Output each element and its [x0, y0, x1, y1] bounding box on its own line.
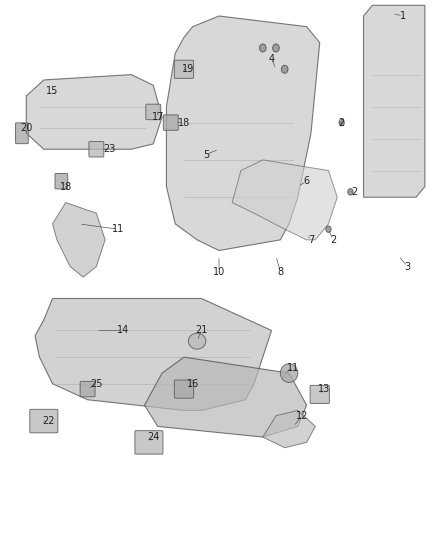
Text: 18: 18 — [60, 182, 72, 191]
Polygon shape — [232, 160, 337, 240]
Text: 6: 6 — [304, 176, 310, 186]
Text: 11: 11 — [287, 363, 300, 373]
Text: 4: 4 — [268, 54, 275, 63]
Text: 20: 20 — [20, 123, 32, 133]
FancyBboxPatch shape — [30, 409, 58, 433]
Text: 13: 13 — [318, 384, 330, 394]
Text: 24: 24 — [147, 432, 159, 442]
FancyBboxPatch shape — [310, 385, 329, 403]
Ellipse shape — [326, 226, 331, 232]
Text: 2: 2 — [352, 187, 358, 197]
Text: 7: 7 — [308, 235, 314, 245]
Ellipse shape — [259, 44, 266, 52]
Text: 19: 19 — [182, 64, 194, 74]
Polygon shape — [26, 75, 162, 149]
Polygon shape — [145, 357, 307, 437]
Text: 25: 25 — [90, 379, 102, 389]
Text: 15: 15 — [46, 86, 59, 95]
FancyBboxPatch shape — [174, 60, 194, 78]
Ellipse shape — [280, 364, 298, 383]
FancyBboxPatch shape — [16, 123, 28, 143]
Polygon shape — [263, 410, 315, 448]
Polygon shape — [35, 298, 272, 410]
Ellipse shape — [188, 333, 206, 349]
Text: 16: 16 — [187, 379, 199, 389]
Ellipse shape — [272, 44, 279, 52]
Text: 23: 23 — [103, 144, 116, 154]
FancyBboxPatch shape — [80, 382, 95, 397]
Text: 2: 2 — [330, 235, 336, 245]
Text: 21: 21 — [195, 326, 208, 335]
Polygon shape — [364, 5, 425, 197]
FancyBboxPatch shape — [55, 173, 67, 189]
Text: 11: 11 — [112, 224, 124, 234]
FancyBboxPatch shape — [89, 141, 104, 157]
Text: 14: 14 — [117, 326, 129, 335]
Text: 12: 12 — [296, 411, 308, 421]
Polygon shape — [53, 203, 105, 277]
Polygon shape — [166, 16, 320, 251]
FancyBboxPatch shape — [146, 104, 161, 119]
Text: 10: 10 — [213, 267, 225, 277]
FancyBboxPatch shape — [163, 115, 178, 130]
Text: 22: 22 — [42, 416, 54, 426]
Text: 17: 17 — [152, 112, 164, 122]
Text: 1: 1 — [400, 11, 406, 21]
Text: 8: 8 — [277, 267, 283, 277]
Text: 3: 3 — [404, 262, 410, 271]
Text: 5: 5 — [203, 150, 209, 159]
Text: 18: 18 — [178, 118, 190, 127]
Text: 2: 2 — [339, 118, 345, 127]
Ellipse shape — [348, 189, 353, 195]
FancyBboxPatch shape — [174, 380, 194, 398]
FancyBboxPatch shape — [135, 431, 163, 454]
Ellipse shape — [339, 119, 344, 126]
Ellipse shape — [281, 66, 288, 74]
